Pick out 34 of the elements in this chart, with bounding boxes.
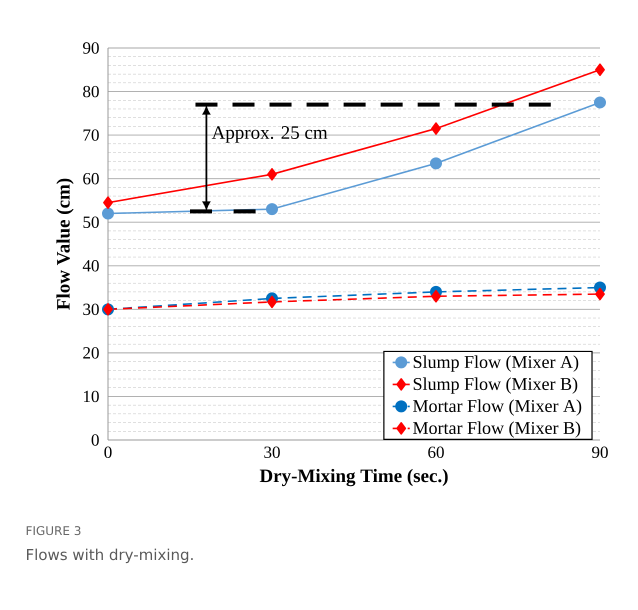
y-tick-label: 50 (83, 216, 99, 228)
y-tick-label: 40 (82, 260, 99, 272)
y-tick-label: 0 (92, 434, 99, 446)
point (267, 296, 277, 308)
y-tick-label: 60 (83, 172, 99, 184)
caption: FIGURE 3 (26, 526, 80, 536)
y-tick-label: 70 (84, 129, 99, 141)
point (267, 168, 277, 181)
legend-label: Mortar Flow (Mixer A) (413, 399, 582, 416)
point (430, 157, 442, 170)
point (431, 122, 441, 135)
point (595, 63, 605, 76)
text: Flows with dry-mixing. (27, 548, 193, 564)
annotation: Approx. 25 cm (212, 126, 328, 143)
y-tick-label: 80 (83, 86, 99, 98)
legend-label: Mortar Flow (Mixer B) (413, 421, 580, 438)
point (594, 96, 606, 108)
y-tick-label: 10 (84, 390, 99, 402)
point (103, 196, 113, 209)
y-axis-title: Flow Value (cm) (56, 178, 74, 310)
point (102, 208, 114, 220)
x-tick-label: 0 (104, 446, 112, 458)
point (595, 288, 605, 300)
y-tick-label: 90 (83, 42, 99, 54)
x-tick-label: 90 (592, 446, 608, 458)
x-tick-label: 60 (428, 446, 444, 458)
legend-label: Slump Flow (Mixer A) (414, 355, 578, 372)
x-tick-label: 30 (264, 446, 280, 458)
x-axis-title: Dry-Mixing Time (sec.) (260, 468, 448, 486)
point (431, 290, 441, 303)
y-tick-label: 30 (83, 304, 99, 316)
legend-label: Slump Flow (Mixer B) (414, 377, 578, 394)
y-tick-label: 20 (83, 347, 99, 359)
point (266, 203, 278, 216)
